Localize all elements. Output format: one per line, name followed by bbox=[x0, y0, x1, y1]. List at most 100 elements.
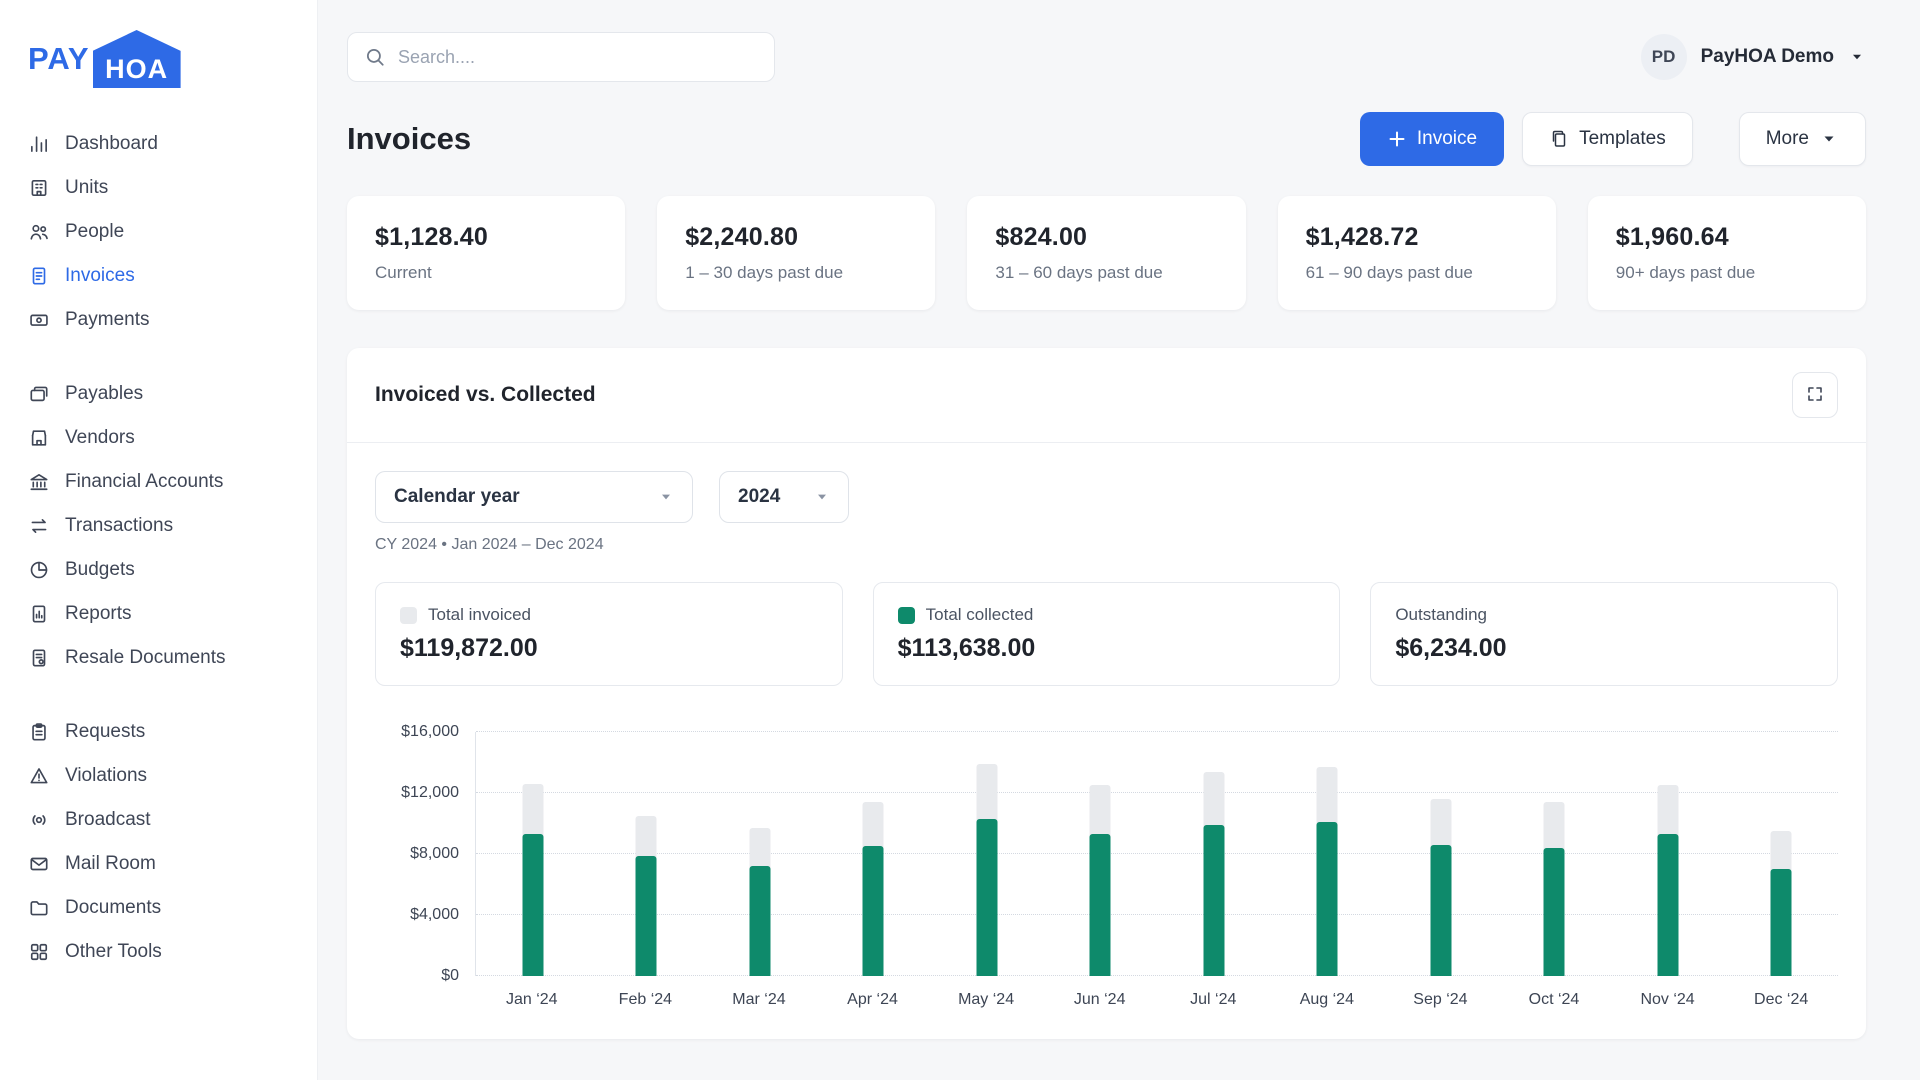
x-tick-label: Nov ‘24 bbox=[1640, 991, 1695, 1008]
stat-label: 31 – 60 days past due bbox=[995, 263, 1163, 282]
x-tick-label: Jun ‘24 bbox=[1073, 991, 1126, 1008]
page-header: Invoices Invoice Templates More bbox=[347, 112, 1866, 166]
new-invoice-button[interactable]: Invoice bbox=[1359, 112, 1505, 166]
sidebar-item-documents[interactable]: Documents bbox=[0, 886, 317, 930]
stat-card-90-days-past-due: $1,960.64 90+ days past due bbox=[1587, 196, 1866, 310]
bar-group-dec-24 bbox=[1725, 732, 1839, 976]
x-tick-label: May ‘24 bbox=[958, 991, 1015, 1008]
sidebar-item-label: Documents bbox=[65, 897, 162, 918]
chevron-down-icon bbox=[1848, 48, 1866, 66]
stat-value: $1,128.40 bbox=[375, 223, 489, 251]
resale-documents-icon bbox=[28, 647, 50, 669]
year-select[interactable]: 2024 bbox=[719, 471, 849, 523]
bar-group-oct-24 bbox=[1498, 732, 1612, 976]
x-tick-label: Jan ‘24 bbox=[505, 991, 558, 1008]
bar-group-sep-24 bbox=[1384, 732, 1498, 976]
outstanding-box: Outstanding $6,234.00 bbox=[1370, 582, 1838, 686]
payhoa-logo[interactable]: PAY HOA bbox=[0, 24, 317, 112]
reports-icon bbox=[28, 603, 50, 625]
sidebar-item-broadcast[interactable]: Broadcast bbox=[0, 798, 317, 842]
gridline bbox=[476, 914, 1838, 915]
x-tick-label: Dec ‘24 bbox=[1754, 991, 1809, 1008]
bar-collected bbox=[522, 834, 544, 976]
total-invoiced-label: Total invoiced bbox=[428, 605, 532, 624]
stat-label: 1 – 30 days past due bbox=[685, 263, 844, 282]
y-tick-label: $0 bbox=[441, 967, 459, 984]
stat-value: $1,960.64 bbox=[1615, 223, 1729, 251]
expand-button[interactable] bbox=[1792, 372, 1838, 418]
sidebar-item-invoices[interactable]: Invoices bbox=[0, 254, 317, 298]
page-actions: Invoice Templates More bbox=[1359, 112, 1866, 166]
bar-collected bbox=[1089, 834, 1111, 976]
sidebar-group: Payables Vendors Financial Accounts Transac… bbox=[0, 372, 317, 680]
x-tick-label: Oct ‘24 bbox=[1528, 991, 1580, 1008]
invoiced-swatch-icon bbox=[400, 606, 417, 624]
sidebar-item-payments[interactable]: Payments bbox=[0, 298, 317, 342]
outstanding-label: Outstanding bbox=[1395, 605, 1488, 624]
sidebar-item-label: Payments bbox=[65, 309, 150, 330]
stat-card-31-60-days-past-due: $824.00 31 – 60 days past due bbox=[967, 196, 1246, 310]
templates-button[interactable]: Templates bbox=[1522, 112, 1693, 166]
period-type-select[interactable]: Calendar year bbox=[375, 471, 693, 523]
people-icon bbox=[28, 221, 50, 243]
sidebar-item-other-tools[interactable]: Other Tools bbox=[0, 930, 317, 974]
sidebar-item-label: Mail Room bbox=[65, 853, 156, 874]
templates-button-label: Templates bbox=[1579, 128, 1666, 149]
avatar: PD bbox=[1640, 34, 1687, 80]
card-header: Invoiced vs. Collected bbox=[347, 348, 1866, 443]
sidebar-item-units[interactable]: Units bbox=[0, 166, 317, 210]
account-menu[interactable]: PD PayHOA Demo bbox=[1640, 34, 1866, 80]
bar-group-jun-24 bbox=[1044, 732, 1158, 976]
sidebar-item-payables[interactable]: Payables bbox=[0, 372, 317, 416]
vendors-icon bbox=[28, 427, 50, 449]
sidebar-item-reports[interactable]: Reports bbox=[0, 592, 317, 636]
bar-collected bbox=[1203, 825, 1225, 976]
x-tick-label: Aug ‘24 bbox=[1299, 991, 1354, 1008]
folder-icon bbox=[28, 897, 50, 919]
sidebar-item-label: Other Tools bbox=[65, 941, 162, 962]
bar-group-may-24 bbox=[930, 732, 1044, 976]
sidebar-item-label: Financial Accounts bbox=[65, 471, 224, 492]
mail-icon bbox=[28, 853, 50, 875]
stat-card-current: $1,128.40 Current bbox=[347, 196, 626, 310]
sidebar-item-people[interactable]: People bbox=[0, 210, 317, 254]
stat-value: $824.00 bbox=[995, 223, 1088, 251]
search-input[interactable] bbox=[398, 46, 758, 68]
period-type-value: Calendar year bbox=[394, 486, 520, 507]
stat-label: 90+ days past due bbox=[1615, 263, 1756, 282]
bar-collected bbox=[1657, 834, 1679, 976]
sidebar-item-label: Invoices bbox=[65, 265, 135, 286]
sidebar-item-budgets[interactable]: Budgets bbox=[0, 548, 317, 592]
sidebar-item-violations[interactable]: Violations bbox=[0, 754, 317, 798]
sidebar-item-label: Units bbox=[65, 177, 109, 198]
x-tick-label: Jul ‘24 bbox=[1190, 991, 1237, 1008]
more-button[interactable]: More bbox=[1738, 112, 1866, 166]
bar-collected bbox=[1316, 821, 1338, 976]
total-collected-value: $113,638.00 bbox=[897, 634, 1036, 662]
search-box[interactable] bbox=[347, 32, 775, 82]
sidebar-item-dashboard[interactable]: Dashboard bbox=[0, 122, 317, 166]
gridline bbox=[476, 792, 1838, 793]
bar-collected bbox=[635, 855, 657, 976]
sidebar-group: Requests Violations Broadcast Mail Room Docu… bbox=[0, 710, 317, 974]
grid-icon bbox=[28, 941, 50, 963]
stat-value: $1,428.72 bbox=[1305, 223, 1419, 251]
sidebar-item-vendors[interactable]: Vendors bbox=[0, 416, 317, 460]
bar-group-mar-24 bbox=[703, 732, 817, 976]
collected-swatch-icon bbox=[897, 606, 915, 624]
sidebar-item-mail-room[interactable]: Mail Room bbox=[0, 842, 317, 886]
bar-group-feb-24 bbox=[590, 732, 704, 976]
sidebar-item-transactions[interactable]: Transactions bbox=[0, 504, 317, 548]
bar-series bbox=[476, 732, 1838, 976]
invoiced-vs-collected-card: Invoiced vs. Collected Calendar year bbox=[347, 348, 1866, 1039]
chart-summary-row: Total invoiced $119,872.00 Total collect… bbox=[375, 582, 1838, 686]
logo-text-pay: PAY bbox=[28, 41, 90, 76]
sidebar-item-financial-accounts[interactable]: Financial Accounts bbox=[0, 460, 317, 504]
outstanding-value: $6,234.00 bbox=[1395, 634, 1507, 662]
sidebar-item-label: Payables bbox=[65, 383, 144, 404]
sidebar-item-label: Reports bbox=[65, 603, 132, 624]
sidebar-item-resale-documents[interactable]: Resale Documents bbox=[0, 636, 317, 680]
sidebar-item-requests[interactable]: Requests bbox=[0, 710, 317, 754]
y-tick-label: $8,000 bbox=[410, 845, 459, 862]
